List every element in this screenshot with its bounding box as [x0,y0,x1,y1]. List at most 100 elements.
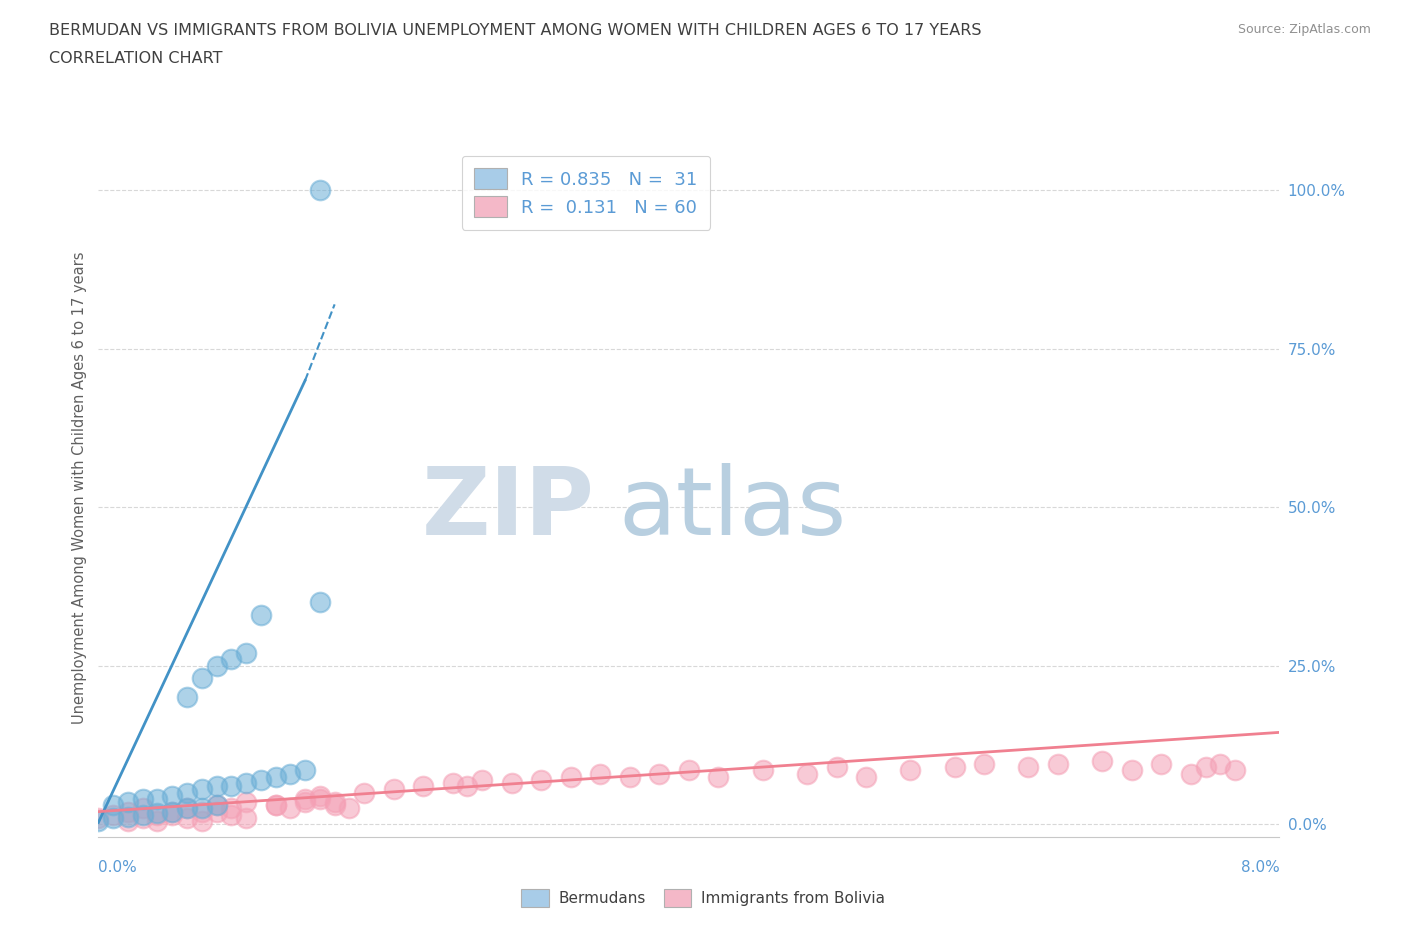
Point [1180,766,1202,781]
Point [441,776,464,790]
Point [162,789,183,804]
Point [1209,757,1232,772]
Point [132,811,155,826]
Point [589,766,612,781]
Point [87,814,110,829]
Point [530,773,553,788]
Point [146,805,169,820]
Point [323,798,346,813]
Point [619,769,641,784]
Point [278,766,302,781]
Text: ZIP: ZIP [422,463,595,555]
Point [278,801,302,816]
Point [162,804,183,819]
Point [176,801,198,816]
Point [146,791,169,806]
Point [560,769,582,784]
Point [501,776,523,790]
Text: atlas: atlas [619,463,846,555]
Point [825,760,848,775]
Point [219,801,242,816]
Text: CORRELATION CHART: CORRELATION CHART [49,51,222,66]
Point [294,794,316,809]
Point [219,778,242,793]
Point [943,760,966,775]
Point [382,782,405,797]
Point [117,809,139,824]
Point [707,769,730,784]
Point [250,607,273,622]
Point [103,811,125,826]
Point [294,791,316,806]
Point [162,804,183,819]
Point [117,804,139,819]
Point [900,763,922,777]
Point [205,798,228,813]
Point [235,811,257,826]
Point [1121,763,1143,777]
Point [117,814,139,829]
Point [264,798,287,813]
Point [103,807,125,822]
Point [855,769,877,784]
Point [205,798,228,813]
Point [205,804,228,819]
Legend: Bermudans, Immigrants from Bolivia: Bermudans, Immigrants from Bolivia [516,884,890,913]
Point [235,645,257,660]
Point [412,778,434,793]
Point [235,776,257,790]
Point [1223,763,1246,777]
Point [337,801,360,816]
Point [648,766,671,781]
Text: 8.0%: 8.0% [1240,860,1279,875]
Point [132,791,155,806]
Point [264,769,287,784]
Point [191,671,214,686]
Point [308,789,332,804]
Point [162,807,183,822]
Point [308,183,332,198]
Point [176,785,198,800]
Point [176,811,198,826]
Point [308,595,332,610]
Point [146,807,169,822]
Point [1017,760,1039,775]
Point [294,763,316,777]
Legend: R = 0.835   N =  31, R =  0.131   N = 60: R = 0.835 N = 31, R = 0.131 N = 60 [461,155,710,230]
Point [205,778,228,793]
Point [132,807,155,822]
Point [308,791,332,806]
Point [264,798,287,813]
Point [146,814,169,829]
Point [176,690,198,705]
Point [176,801,198,816]
Text: Source: ZipAtlas.com: Source: ZipAtlas.com [1237,23,1371,36]
Text: 0.0%: 0.0% [98,860,138,875]
Text: BERMUDAN VS IMMIGRANTS FROM BOLIVIA UNEMPLOYMENT AMONG WOMEN WITH CHILDREN AGES : BERMUDAN VS IMMIGRANTS FROM BOLIVIA UNEM… [49,23,981,38]
Point [796,766,818,781]
Point [219,652,242,667]
Point [973,757,995,772]
Point [353,785,375,800]
Point [205,658,228,673]
Point [1150,757,1173,772]
Point [87,811,110,826]
Point [751,763,773,777]
Point [1046,757,1069,772]
Point [1194,760,1216,775]
Point [471,773,494,788]
Point [323,794,346,809]
Point [235,794,257,809]
Point [132,801,155,816]
Point [103,798,125,813]
Point [191,814,214,829]
Point [191,801,214,816]
Point [219,807,242,822]
Y-axis label: Unemployment Among Women with Children Ages 6 to 17 years: Unemployment Among Women with Children A… [72,252,87,724]
Point [117,794,139,809]
Point [250,773,273,788]
Point [191,804,214,819]
Point [678,763,700,777]
Point [191,782,214,797]
Point [1091,753,1114,768]
